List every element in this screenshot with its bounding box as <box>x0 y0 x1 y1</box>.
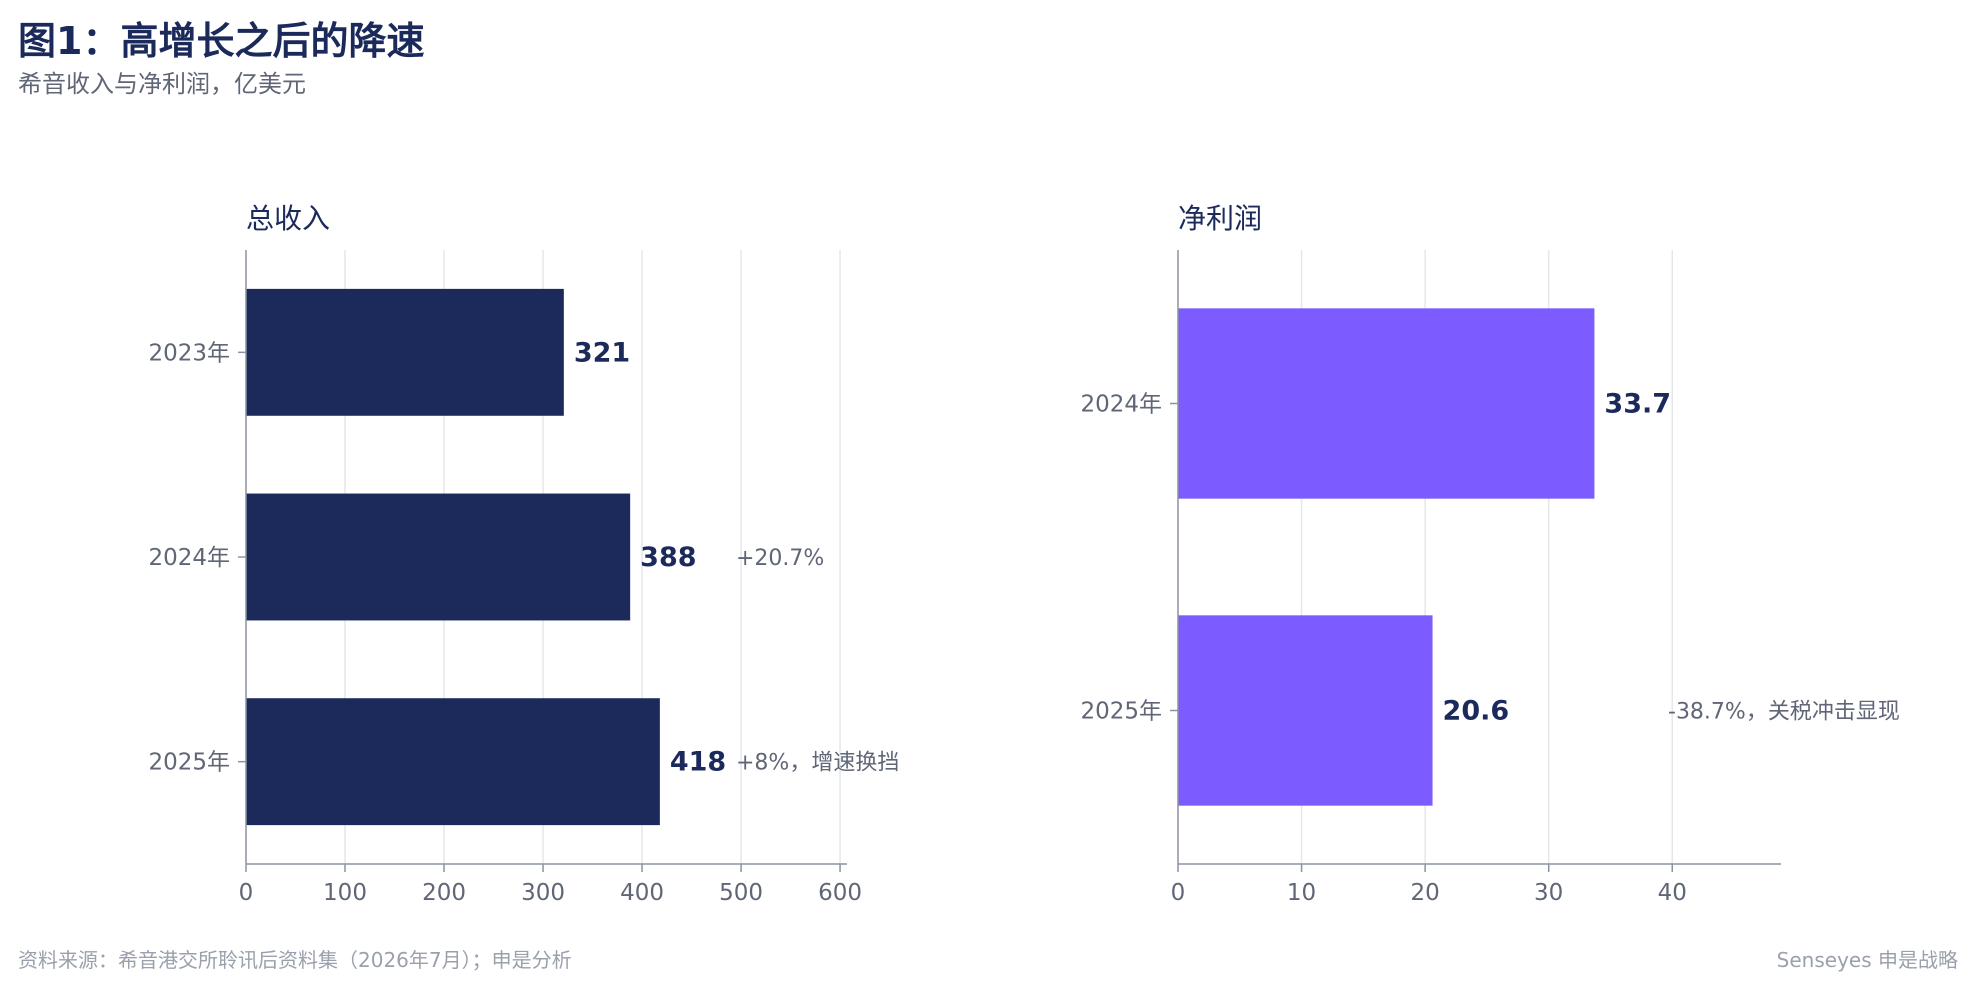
panel1-bar <box>246 288 564 416</box>
panel1-tick-label: 500 <box>719 880 763 906</box>
panel1-title: 总收入 <box>246 202 330 235</box>
panel2-tick-label: 40 <box>1658 880 1687 906</box>
panel2-annotation: -38.7%，关税冲击显现 <box>1668 700 1900 725</box>
panel1-tick-label: 300 <box>521 880 565 906</box>
panel2-tick-label: 0 <box>1171 880 1186 906</box>
panel1-value-label: 388 <box>640 542 696 573</box>
brand-label: Senseyes 申是战略 <box>1776 948 1958 972</box>
panel2-value-label: 20.6 <box>1443 696 1510 727</box>
chart-title: 图1：高增长之后的降速 <box>18 19 425 63</box>
panel2-tick-label: 10 <box>1287 880 1316 906</box>
panel1-annotation: +8%，增速换挡 <box>736 751 899 776</box>
panel1-tick-label: 0 <box>239 880 254 906</box>
panel1-value-label: 418 <box>670 747 726 778</box>
chart-subtitle: 希音收入与净利润，亿美元 <box>18 70 306 98</box>
panel2-tick-label: 30 <box>1534 880 1563 906</box>
panel1-tick-label: 100 <box>323 880 367 906</box>
source-note: 资料来源：希音港交所聆讯后资料集（2026年7月）；申是分析 <box>18 948 572 972</box>
panel1-annotation: +20.7% <box>736 546 824 571</box>
panel2-bar <box>1178 615 1433 806</box>
panel2-tick-label: 20 <box>1410 880 1439 906</box>
panel1-value-label: 321 <box>574 337 630 368</box>
panel2-category-label: 2024年 <box>1080 392 1162 418</box>
panel2-title: 净利润 <box>1178 202 1262 235</box>
panel1-bar <box>246 698 660 826</box>
panel1-bar <box>246 493 631 621</box>
panel1-tick-label: 600 <box>818 880 862 906</box>
panel1-category-label: 2025年 <box>148 750 230 776</box>
panel2-value-label: 33.7 <box>1604 389 1671 420</box>
panel1-category-label: 2023年 <box>148 340 230 366</box>
panel2-category-label: 2025年 <box>1080 699 1162 725</box>
panel1-tick-label: 400 <box>620 880 664 906</box>
panel1-tick-label: 200 <box>422 880 466 906</box>
panel1-category-label: 2024年 <box>148 545 230 571</box>
panel2-bar <box>1178 308 1595 499</box>
